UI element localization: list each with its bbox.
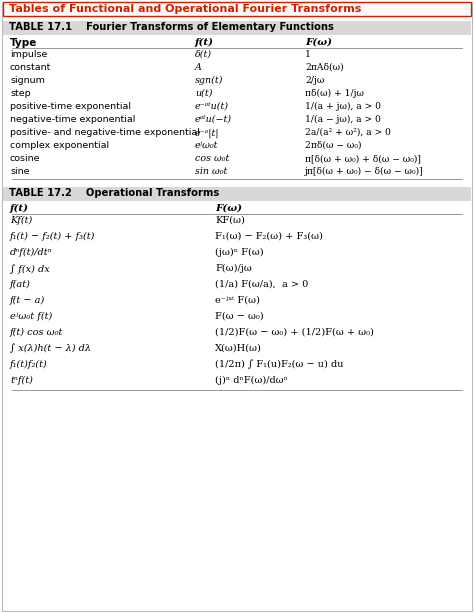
Text: F₁(ω) − F₂(ω) + F₃(ω): F₁(ω) − F₂(ω) + F₃(ω)	[215, 232, 323, 241]
Text: Kf(t): Kf(t)	[10, 216, 32, 225]
Text: signum: signum	[10, 76, 45, 85]
Text: f(t): f(t)	[195, 38, 214, 47]
Text: f₁(t)f₂(t): f₁(t)f₂(t)	[10, 360, 48, 369]
Text: 1/(a − jω), a > 0: 1/(a − jω), a > 0	[305, 115, 381, 124]
Text: constant: constant	[10, 63, 51, 72]
Text: Type: Type	[10, 38, 37, 48]
Text: π[δ(ω + ω₀) + δ(ω − ω₀)]: π[δ(ω + ω₀) + δ(ω − ω₀)]	[305, 154, 421, 163]
Text: sine: sine	[10, 167, 29, 176]
Text: 2a/(a² + ω²), a > 0: 2a/(a² + ω²), a > 0	[305, 128, 391, 137]
Text: step: step	[10, 89, 31, 98]
Text: negative-time exponential: negative-time exponential	[10, 115, 136, 124]
Text: f(t) cos ω₀t: f(t) cos ω₀t	[10, 328, 64, 337]
Text: eʲω₀t f(t): eʲω₀t f(t)	[10, 312, 52, 321]
Text: impulse: impulse	[10, 50, 47, 59]
Bar	[3, 187, 471, 201]
Text: 1/(a + jω), a > 0: 1/(a + jω), a > 0	[305, 102, 381, 111]
Bar	[3, 2, 471, 16]
Text: 2πAδ(ω): 2πAδ(ω)	[305, 63, 344, 72]
Text: positive- and negative-time exponential: positive- and negative-time exponential	[10, 128, 200, 137]
Text: TABLE 17.2    Operational Transforms: TABLE 17.2 Operational Transforms	[9, 188, 219, 198]
Text: 2/jω: 2/jω	[305, 76, 324, 85]
Bar	[3, 21, 471, 35]
Text: F(ω)/jω: F(ω)/jω	[215, 264, 252, 273]
Text: (jω)ⁿ F(ω): (jω)ⁿ F(ω)	[215, 248, 264, 257]
Text: A: A	[195, 63, 202, 72]
Text: eʲω₀t: eʲω₀t	[195, 141, 219, 150]
Text: f₁(t) − f₂(t) + f₃(t): f₁(t) − f₂(t) + f₃(t)	[10, 232, 95, 241]
Text: ∫ x(λ)h(t − λ) dλ: ∫ x(λ)h(t − λ) dλ	[10, 344, 91, 354]
Text: tⁿf(t): tⁿf(t)	[10, 376, 33, 385]
Text: (j)ⁿ dⁿF(ω)/dωⁿ: (j)ⁿ dⁿF(ω)/dωⁿ	[215, 376, 288, 385]
Text: F(ω): F(ω)	[305, 38, 332, 47]
Text: cos ω₀t: cos ω₀t	[195, 154, 229, 163]
Text: e⁻ᵃᵗu(t): e⁻ᵃᵗu(t)	[195, 102, 229, 111]
Text: e⁻ᵃ|t|: e⁻ᵃ|t|	[195, 128, 219, 137]
Text: sgn(t): sgn(t)	[195, 76, 224, 85]
Text: 1: 1	[305, 50, 311, 59]
Text: X(ω)H(ω): X(ω)H(ω)	[215, 344, 262, 353]
Text: sin ω₀t: sin ω₀t	[195, 167, 228, 176]
Text: f(at): f(at)	[10, 280, 31, 289]
Text: (1/a) F(ω/a),  a > 0: (1/a) F(ω/a), a > 0	[215, 280, 308, 289]
Text: πδ(ω) + 1/jω: πδ(ω) + 1/jω	[305, 89, 364, 98]
Text: cosine: cosine	[10, 154, 40, 163]
Text: δ(t): δ(t)	[195, 50, 212, 59]
Text: jπ[δ(ω + ω₀) − δ(ω − ω₀)]: jπ[δ(ω + ω₀) − δ(ω − ω₀)]	[305, 167, 424, 176]
Text: 2πδ(ω − ω₀): 2πδ(ω − ω₀)	[305, 141, 362, 150]
Text: positive-time exponential: positive-time exponential	[10, 102, 131, 111]
Text: ∫ f(x) dx: ∫ f(x) dx	[10, 264, 50, 273]
Text: complex exponential: complex exponential	[10, 141, 109, 150]
Text: eᵃᵗu(−t): eᵃᵗu(−t)	[195, 115, 232, 124]
Text: F(ω): F(ω)	[215, 204, 242, 213]
Text: KF(ω): KF(ω)	[215, 216, 245, 225]
Text: Tables of Functional and Operational Fourier Transforms: Tables of Functional and Operational Fou…	[9, 4, 361, 14]
Text: (1/2π) ∫ F₁(u)F₂(ω − u) du: (1/2π) ∫ F₁(u)F₂(ω − u) du	[215, 360, 344, 370]
Text: TABLE 17.1    Fourier Transforms of Elementary Functions: TABLE 17.1 Fourier Transforms of Element…	[9, 22, 334, 32]
Text: dⁿf(t)/dtⁿ: dⁿf(t)/dtⁿ	[10, 248, 53, 257]
Text: e⁻ʲᵃᵗ F(ω): e⁻ʲᵃᵗ F(ω)	[215, 296, 260, 305]
Text: (1/2)F(ω − ω₀) + (1/2)F(ω + ω₀): (1/2)F(ω − ω₀) + (1/2)F(ω + ω₀)	[215, 328, 374, 337]
Text: f(t): f(t)	[10, 204, 29, 213]
Text: F(ω − ω₀): F(ω − ω₀)	[215, 312, 264, 321]
Text: u(t): u(t)	[195, 89, 212, 98]
Text: f(t − a): f(t − a)	[10, 296, 45, 305]
